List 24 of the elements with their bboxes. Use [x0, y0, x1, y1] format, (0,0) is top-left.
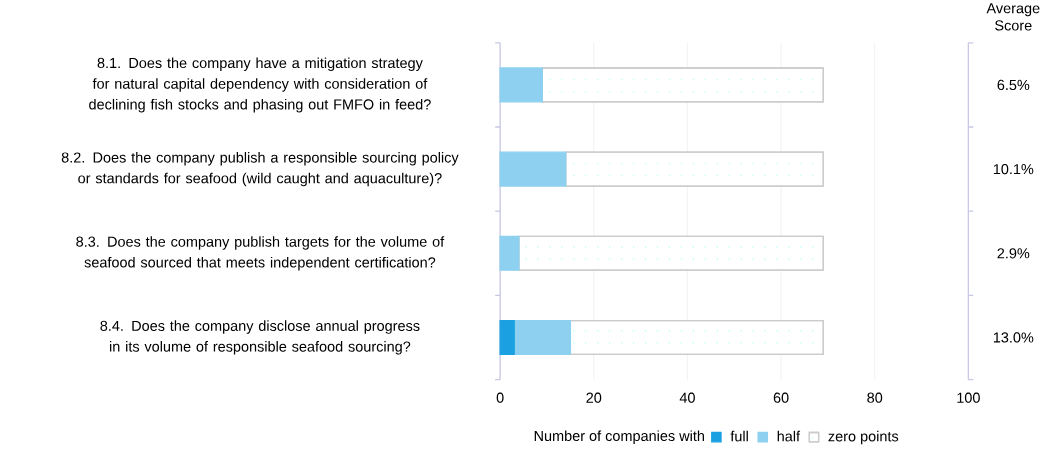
- x-tick-label: 80: [867, 392, 883, 403]
- y-tick-label: 8.1. Does the company have a mitigation strategy for natural capital dependency with consideration of declining fish stocks and phasing out FMFO in feed?: [89, 57, 431, 113]
- bar: [499, 319, 515, 355]
- text: 13.0%: [993, 332, 1034, 343]
- x-tick-label: 40: [679, 392, 695, 403]
- legend-label: zero points: [828, 430, 899, 445]
- legend-label: full: [730, 430, 748, 442]
- text: Average Score: [986, 3, 1040, 31]
- bar: [499, 235, 520, 271]
- y-tick-label: 8.4. Does the company disclose annual progress in its volume of responsible seafood sourcing?: [100, 320, 420, 355]
- bar: [513, 319, 572, 355]
- y-tick-label: 8.2. Does the company publish a responsible sourcing policy or standards for seafood (wild caught and aquaculture)?: [61, 151, 459, 187]
- x-tick-label: 20: [586, 392, 602, 403]
- legend-label: half: [777, 430, 801, 442]
- legend-title: Number of companies with: [534, 430, 704, 444]
- x-tick-label: 0: [496, 392, 504, 403]
- x-tick-label: 60: [773, 392, 789, 403]
- text: 10.1%: [993, 163, 1034, 175]
- y-tick-label: 8.3. Does the company publish targets for the volume of seafood sourced that meets independent certification?: [76, 236, 445, 271]
- bar: [499, 67, 543, 103]
- text: 2.9%: [997, 248, 1030, 259]
- text: 6.5%: [997, 79, 1030, 90]
- bar: [499, 151, 567, 187]
- x-tick-label: 100: [957, 392, 980, 403]
